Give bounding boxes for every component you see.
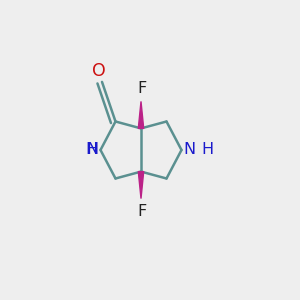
Polygon shape <box>138 101 144 128</box>
Text: H: H <box>85 142 98 158</box>
Text: H: H <box>202 142 214 158</box>
Text: N: N <box>183 142 195 158</box>
Polygon shape <box>138 172 144 199</box>
Text: F: F <box>137 81 146 96</box>
Text: F: F <box>137 204 146 219</box>
Text: O: O <box>92 61 106 80</box>
Text: N: N <box>87 142 99 158</box>
